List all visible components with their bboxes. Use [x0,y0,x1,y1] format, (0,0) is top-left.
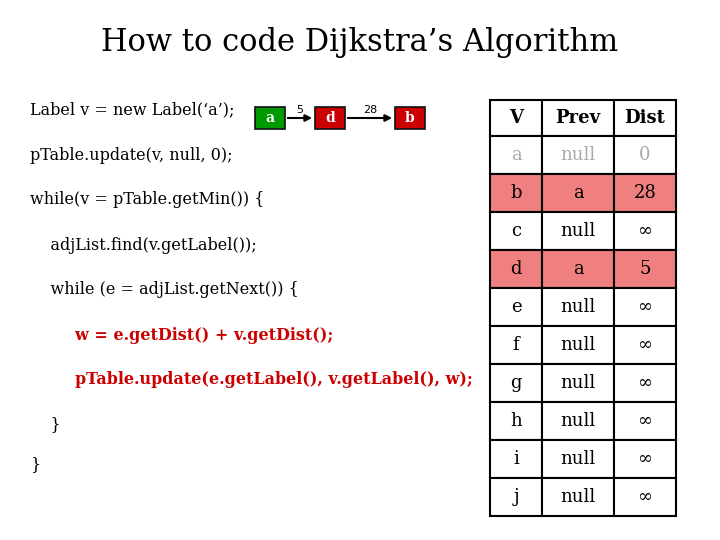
Text: e: e [510,298,521,316]
Bar [614,440,676,478]
Bar [542,174,614,212]
Bar [542,364,614,402]
Text: d: d [510,260,522,278]
Text: null: null [560,336,595,354]
Text: c: c [511,222,521,240]
Bar [614,402,676,440]
Text: while (e = adjList.getNext()) {: while (e = adjList.getNext()) { [30,281,299,299]
Text: pTable.update(v, null, 0);: pTable.update(v, null, 0); [30,146,233,164]
Text: null: null [560,146,595,164]
Text: b: b [405,111,415,125]
Text: adjList.find(v.getLabel());: adjList.find(v.getLabel()); [30,237,257,253]
Bar [490,136,542,174]
Text: pTable.update(e.getLabel(), v.getLabel(), w);: pTable.update(e.getLabel(), v.getLabel()… [30,372,473,388]
Text: ∞: ∞ [637,488,652,506]
Bar [395,107,425,129]
Bar [255,107,285,129]
Bar [542,402,614,440]
Text: null: null [560,450,595,468]
Bar [542,326,614,364]
Bar [490,402,542,440]
Text: ∞: ∞ [637,412,652,430]
Bar [614,288,676,326]
Text: w = e.getDist() + v.getDist();: w = e.getDist() + v.getDist(); [30,327,333,343]
Text: d: d [325,111,335,125]
Text: ∞: ∞ [637,298,652,316]
Text: }: } [30,456,40,474]
Text: ∞: ∞ [637,450,652,468]
Bar [542,440,614,478]
Text: null: null [560,412,595,430]
Text: ∞: ∞ [637,374,652,392]
Bar [614,250,676,288]
Bar [542,136,614,174]
Bar [614,174,676,212]
Bar [542,288,614,326]
Text: 5: 5 [639,260,651,278]
Text: }: } [30,416,60,434]
Text: How to code Dijkstra’s Algorithm: How to code Dijkstra’s Algorithm [102,26,618,57]
Text: null: null [560,374,595,392]
Bar [490,478,542,516]
Bar [614,364,676,402]
Bar [315,107,345,129]
Bar [490,174,542,212]
Text: 28: 28 [363,105,377,115]
Bar [542,478,614,516]
Bar [490,326,542,364]
Bar [614,212,676,250]
Text: Dist: Dist [624,109,665,127]
Text: 5: 5 [297,105,304,115]
Text: ∞: ∞ [637,336,652,354]
Bar [542,250,614,288]
Bar [542,100,614,136]
Bar [490,100,542,136]
Bar [542,212,614,250]
Text: null: null [560,488,595,506]
Text: h: h [510,412,522,430]
Text: i: i [513,450,519,468]
Text: a: a [572,260,583,278]
Text: ∞: ∞ [637,222,652,240]
Bar [614,326,676,364]
Text: null: null [560,298,595,316]
Text: V: V [509,109,523,127]
Bar [490,212,542,250]
Bar [490,250,542,288]
Text: while(v = pTable.getMin()) {: while(v = pTable.getMin()) { [30,192,264,208]
Text: b: b [510,184,522,202]
Text: j: j [513,488,519,506]
Text: a: a [266,111,274,125]
Text: a: a [510,146,521,164]
Bar [490,440,542,478]
Bar [490,364,542,402]
Text: 28: 28 [634,184,657,202]
Text: Label v = new Label(‘a’);: Label v = new Label(‘a’); [30,102,235,118]
Text: g: g [510,374,522,392]
Bar [490,288,542,326]
Text: a: a [572,184,583,202]
Bar [614,478,676,516]
Text: 0: 0 [639,146,651,164]
Bar [614,136,676,174]
Text: f: f [513,336,519,354]
Text: Prev: Prev [555,109,600,127]
Text: null: null [560,222,595,240]
Bar [614,100,676,136]
